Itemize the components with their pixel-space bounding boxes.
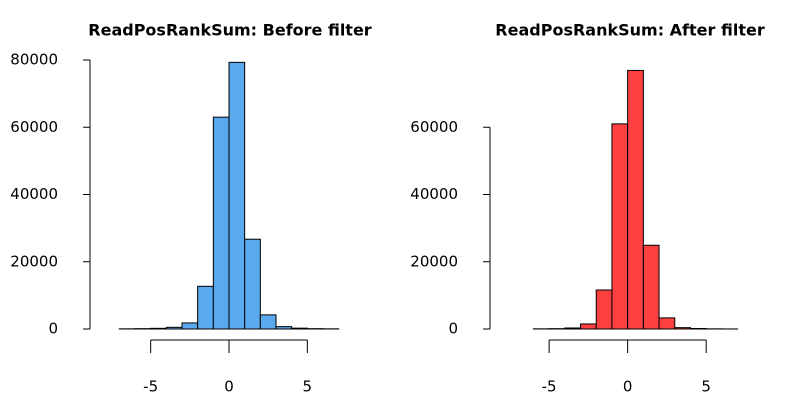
chart-title: ReadPosRankSum: Before filter xyxy=(88,21,372,40)
bar xyxy=(611,123,629,330)
bar xyxy=(291,327,308,330)
y-tick-label: 20000 xyxy=(10,252,58,270)
bar xyxy=(244,238,261,330)
bar xyxy=(580,323,597,330)
bar xyxy=(689,327,707,330)
x-tick-label: 5 xyxy=(701,378,711,396)
bar xyxy=(564,327,582,330)
bar xyxy=(627,69,644,330)
y-tick-label: 40000 xyxy=(10,185,58,203)
chart-title: ReadPosRankSum: After filter xyxy=(495,21,765,40)
y-tick-label: 60000 xyxy=(10,118,58,136)
bar xyxy=(674,327,691,330)
bar xyxy=(197,285,214,330)
x-tick-label: 5 xyxy=(303,378,313,396)
x-tick-label: -5 xyxy=(542,378,557,396)
bar xyxy=(658,317,676,330)
bar xyxy=(228,61,246,330)
y-tick-label: 0 xyxy=(448,320,458,338)
bar xyxy=(181,322,199,330)
bar xyxy=(212,116,230,330)
y-tick-label: 0 xyxy=(48,320,58,338)
bar xyxy=(642,244,660,330)
bar xyxy=(150,327,167,330)
x-tick-label: 0 xyxy=(623,378,633,396)
y-tick-label: 60000 xyxy=(410,118,458,136)
y-tick-label: 80000 xyxy=(10,51,58,69)
bar xyxy=(595,289,613,330)
x-tick-label: 0 xyxy=(224,378,234,396)
bar xyxy=(259,314,277,330)
y-tick-label: 40000 xyxy=(410,185,458,203)
x-tick-label: -5 xyxy=(143,378,158,396)
y-tick-label: 20000 xyxy=(410,252,458,270)
bar xyxy=(275,326,293,330)
bar xyxy=(165,326,183,330)
